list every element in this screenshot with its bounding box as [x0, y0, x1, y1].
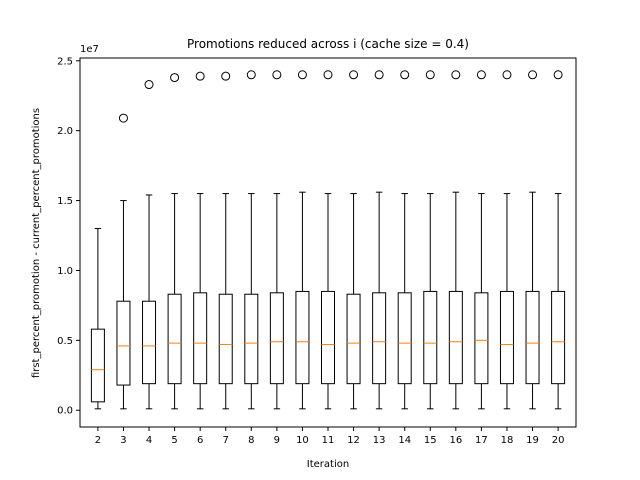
x-tick-label: 12: [347, 435, 360, 446]
flier-point: [425, 70, 435, 80]
y-tick-label: 0.0: [57, 406, 73, 417]
flier-point: [170, 73, 180, 83]
x-tick-label: 17: [475, 435, 488, 446]
x-tick-label: 2: [95, 435, 101, 446]
box: [295, 290, 310, 385]
box: [90, 328, 105, 403]
plot-area: 0.0 0.5 1.0 1.5 2.0 2.5 2 3 4 5 6 7 8 9 10 11 12 13 14 15 16…: [57, 56, 577, 446]
y-tick-label: 1.0: [57, 266, 73, 277]
x-tick-label: 13: [373, 435, 386, 446]
box: [448, 290, 463, 385]
flier-point: [528, 70, 538, 80]
y-tick-label: 2.0: [57, 126, 73, 137]
chart-title: Promotions reduced across i (cache size …: [187, 37, 469, 51]
box: [193, 292, 208, 385]
flier-point: [221, 71, 231, 81]
x-tick-label: 11: [322, 435, 335, 446]
box: [525, 290, 540, 385]
flier-point: [502, 70, 512, 80]
box: [244, 293, 259, 385]
box: [372, 292, 387, 385]
flier-point: [374, 70, 384, 80]
y-tick-label: 0.5: [57, 336, 73, 347]
flier-point: [323, 70, 333, 80]
x-tick-label: 7: [223, 435, 229, 446]
flier-point: [118, 113, 128, 123]
x-tick-label: 5: [171, 435, 177, 446]
x-tick-label: 20: [552, 435, 565, 446]
x-tick-label: 9: [274, 435, 280, 446]
box: [218, 293, 233, 385]
x-tick-label: 4: [146, 435, 152, 446]
box: [397, 292, 412, 385]
flier-point: [297, 70, 307, 80]
flier-point: [272, 70, 282, 80]
y-axis-label: first_percent_promotion - current_percen…: [31, 108, 42, 378]
flier-point: [476, 70, 486, 80]
flier-point: [195, 71, 205, 81]
y-tick-label: 2.5: [57, 56, 73, 67]
x-tick-label: 8: [248, 435, 254, 446]
box: [474, 292, 489, 385]
box: [269, 292, 284, 385]
box: [321, 290, 335, 385]
x-tick-label: 14: [398, 435, 411, 446]
x-tick-label: 18: [501, 435, 514, 446]
x-tick-label: 19: [526, 435, 539, 446]
x-tick-label: 6: [197, 435, 203, 446]
flier-point: [349, 70, 359, 80]
box: [116, 300, 131, 386]
x-tick-label: 16: [449, 435, 462, 446]
box: [167, 293, 182, 385]
y-offset-label: 1e7: [80, 44, 99, 55]
y-tick-label: 1.5: [57, 196, 73, 207]
x-tick-label: 3: [120, 435, 126, 446]
flier-point: [144, 80, 154, 90]
box: [346, 293, 361, 385]
flier-point: [553, 70, 563, 80]
box: [499, 290, 514, 385]
box: [551, 290, 566, 385]
flier-point: [400, 70, 410, 80]
box: [142, 300, 157, 385]
x-tick-label: 15: [424, 435, 437, 446]
x-tick-label: 10: [296, 435, 309, 446]
flier-point: [246, 70, 256, 80]
flier-point: [451, 70, 461, 80]
x-axis-label: Iteration: [307, 459, 349, 470]
box: [423, 290, 438, 385]
